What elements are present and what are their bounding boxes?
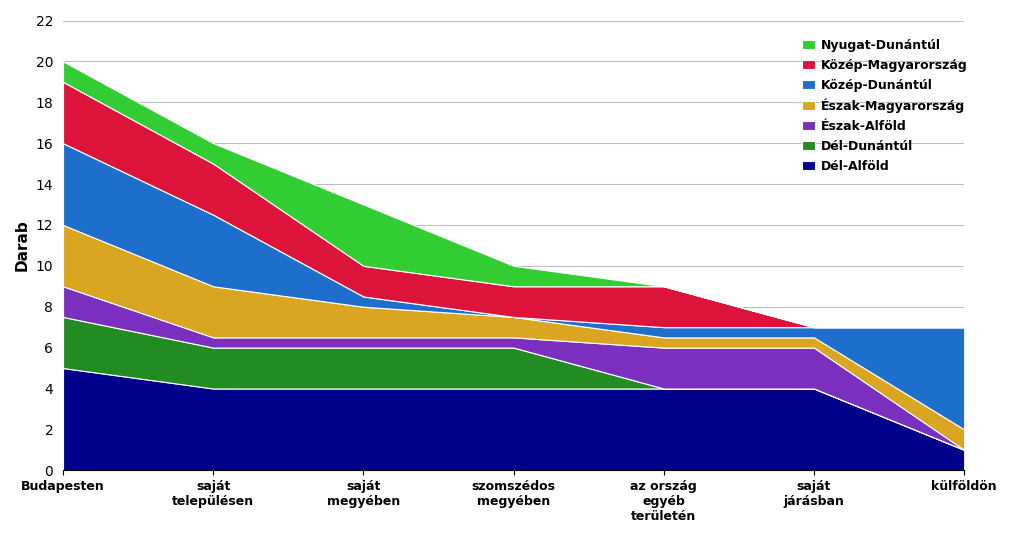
Y-axis label: Darab: Darab bbox=[15, 220, 30, 271]
Legend: Nyugat-Dunántúl, Közép-Magyarország, Közép-Dunántúl, Észak-Magyarország, Észak-A: Nyugat-Dunántúl, Közép-Magyarország, Köz… bbox=[797, 34, 972, 178]
